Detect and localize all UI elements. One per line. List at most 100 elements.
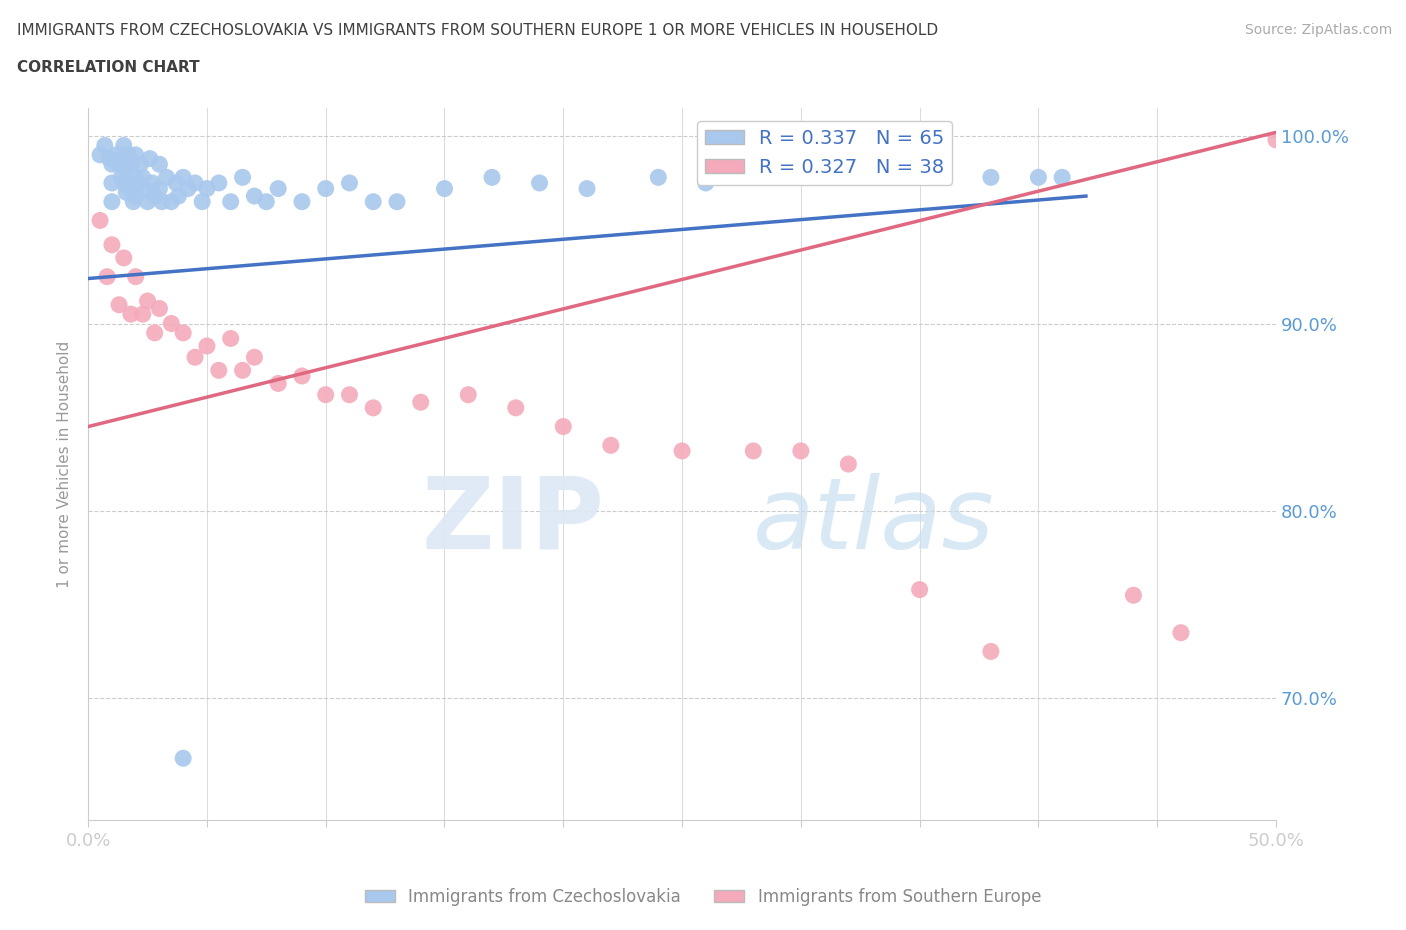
Point [117,148,139,163]
Legend: Immigrants from Czechoslovakia, Immigrants from Southern Europe: Immigrants from Czechoslovakia, Immigran… [359,881,1047,912]
Point [108,157,131,172]
Point [267,181,290,196]
Point [160,194,183,209]
Point [254,194,277,209]
Point [172,751,194,765]
Point [143,189,166,204]
Point [139,152,162,166]
Point [132,307,155,322]
Point [208,176,231,191]
Point [529,176,551,191]
Point [112,152,135,166]
Point [457,387,479,402]
Point [599,438,621,453]
Point [576,181,599,196]
Point [232,363,254,378]
Point [148,157,170,172]
Point [339,176,361,191]
Point [115,185,138,200]
Point [219,331,242,346]
Point [101,194,124,209]
Point [177,181,200,196]
Point [385,194,408,209]
Point [184,176,207,191]
Point [361,194,384,209]
Point [980,644,1002,658]
Point [89,148,111,163]
Point [315,387,337,402]
Point [108,298,131,312]
Point [96,269,118,284]
Point [89,213,111,228]
Y-axis label: 1 or more Vehicles in Household: 1 or more Vehicles in Household [58,340,72,588]
Point [148,301,170,316]
Point [191,194,214,209]
Point [129,157,152,172]
Text: atlas: atlas [754,472,995,569]
Point [105,148,128,163]
Point [243,189,266,204]
Text: ZIP: ZIP [422,472,605,569]
Point [219,194,242,209]
Point [980,170,1002,185]
Point [167,189,190,204]
Point [136,294,159,309]
Point [505,401,527,416]
Point [908,170,931,185]
Point [409,394,432,409]
Point [165,176,187,191]
Point [101,237,124,252]
Point [208,363,231,378]
Point [172,326,194,340]
Point [790,444,813,458]
Point [553,419,575,434]
Point [267,376,290,391]
Point [1122,588,1144,603]
Point [291,194,314,209]
Point [115,163,138,178]
Point [433,181,456,196]
Point [195,181,218,196]
Point [172,170,194,185]
Point [120,307,142,322]
Point [155,170,177,185]
Point [339,387,361,402]
Point [141,176,163,191]
Point [112,138,135,153]
Point [94,138,117,153]
Point [110,170,132,185]
Point [481,170,503,185]
Point [361,401,384,416]
Point [647,170,669,185]
Point [243,350,266,365]
Point [1028,170,1050,185]
Point [98,152,121,166]
Point [232,170,254,185]
Point [315,181,337,196]
Legend: R = 0.337   N = 65, R = 0.327   N = 38: R = 0.337 N = 65, R = 0.327 N = 38 [697,121,952,184]
Point [148,181,170,196]
Point [101,176,124,191]
Point [695,176,717,191]
Point [120,181,142,196]
Point [112,250,135,265]
Point [124,269,146,284]
Point [150,194,173,209]
Text: IMMIGRANTS FROM CZECHOSLOVAKIA VS IMMIGRANTS FROM SOUTHERN EUROPE 1 OR MORE VEHI: IMMIGRANTS FROM CZECHOSLOVAKIA VS IMMIGR… [17,23,938,38]
Point [112,176,135,191]
Point [671,444,693,458]
Point [742,444,765,458]
Text: CORRELATION CHART: CORRELATION CHART [17,60,200,75]
Point [1170,625,1192,640]
Point [132,170,155,185]
Point [101,157,124,172]
Point [1050,170,1073,185]
Point [291,368,314,383]
Point [195,339,218,353]
Point [134,181,156,196]
Text: Source: ZipAtlas.com: Source: ZipAtlas.com [1244,23,1392,37]
Point [127,176,149,191]
Point [160,316,183,331]
Point [122,194,145,209]
Point [136,194,159,209]
